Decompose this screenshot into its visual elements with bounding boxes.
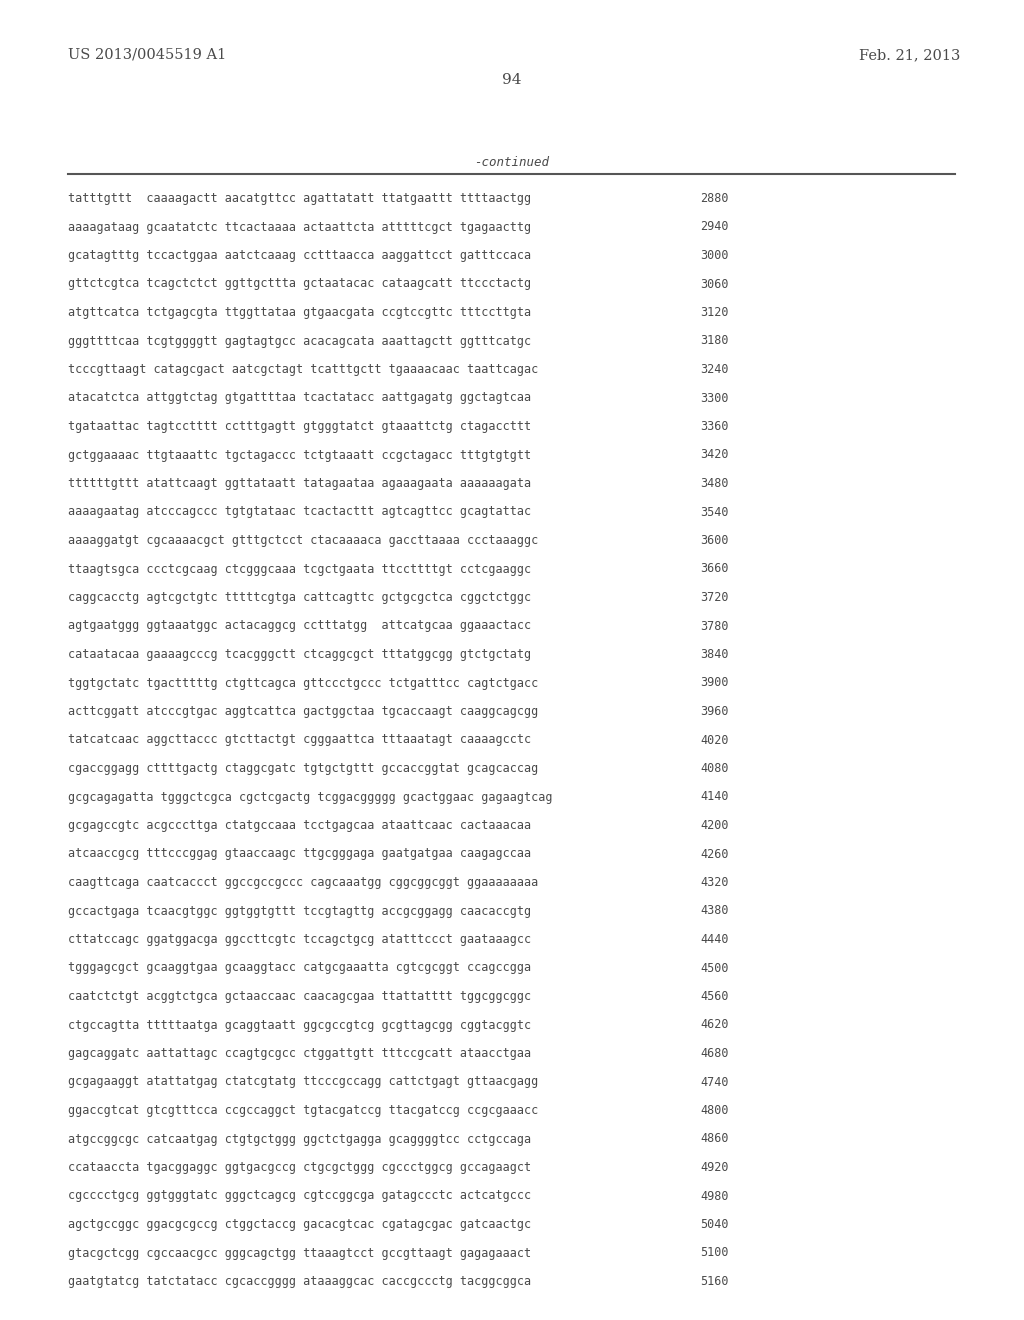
Text: 3660: 3660	[700, 562, 728, 576]
Text: 4860: 4860	[700, 1133, 728, 1146]
Text: aaaaggatgt cgcaaaacgct gtttgctcct ctacaaaaca gaccttaaaa ccctaaaggc: aaaaggatgt cgcaaaacgct gtttgctcct ctacaa…	[68, 535, 539, 546]
Text: gagcaggatc aattattagc ccagtgcgcc ctggattgtt tttccgcatt ataacctgaa: gagcaggatc aattattagc ccagtgcgcc ctggatt…	[68, 1047, 531, 1060]
Text: 3480: 3480	[700, 477, 728, 490]
Text: 3780: 3780	[700, 619, 728, 632]
Text: 3720: 3720	[700, 591, 728, 605]
Text: tatcatcaac aggcttaccc gtcttactgt cgggaattca tttaaatagt caaaagcctc: tatcatcaac aggcttaccc gtcttactgt cgggaat…	[68, 734, 531, 747]
Text: 4200: 4200	[700, 818, 728, 832]
Text: 4260: 4260	[700, 847, 728, 861]
Text: 4980: 4980	[700, 1189, 728, 1203]
Text: 94: 94	[502, 73, 522, 87]
Text: cttatccagc ggatggacga ggccttcgtc tccagctgcg atatttccct gaataaagcc: cttatccagc ggatggacga ggccttcgtc tccagct…	[68, 933, 531, 946]
Text: ggaccgtcat gtcgtttcca ccgccaggct tgtacgatccg ttacgatccg ccgcgaaacc: ggaccgtcat gtcgtttcca ccgccaggct tgtacga…	[68, 1104, 539, 1117]
Text: 3960: 3960	[700, 705, 728, 718]
Text: tgataattac tagtcctttt cctttgagtt gtgggtatct gtaaattctg ctagaccttt: tgataattac tagtcctttt cctttgagtt gtgggta…	[68, 420, 531, 433]
Text: caatctctgt acggtctgca gctaaccaac caacagcgaa ttattatttt tggcggcggc: caatctctgt acggtctgca gctaaccaac caacagc…	[68, 990, 531, 1003]
Text: 3540: 3540	[700, 506, 728, 519]
Text: gttctcgtca tcagctctct ggttgcttta gctaatacac cataagcatt ttccctactg: gttctcgtca tcagctctct ggttgcttta gctaata…	[68, 277, 531, 290]
Text: gcgcagagatta tgggctcgca cgctcgactg tcggacggggg gcactggaac gagaagtcag: gcgcagagatta tgggctcgca cgctcgactg tcgga…	[68, 791, 553, 804]
Text: tggtgctatc tgactttttg ctgttcagca gttccctgccc tctgatttcc cagtctgacc: tggtgctatc tgactttttg ctgttcagca gttccct…	[68, 676, 539, 689]
Text: aaaagaatag atcccagccc tgtgtataac tcactacttt agtcagttcc gcagtattac: aaaagaatag atcccagccc tgtgtataac tcactac…	[68, 506, 531, 519]
Text: 4620: 4620	[700, 1019, 728, 1031]
Text: atacatctca attggtctag gtgattttaa tcactatacc aattgagatg ggctagtcaa: atacatctca attggtctag gtgattttaa tcactat…	[68, 392, 531, 404]
Text: 4800: 4800	[700, 1104, 728, 1117]
Text: cataatacaa gaaaagcccg tcacgggctt ctcaggcgct tttatggcgg gtctgctatg: cataatacaa gaaaagcccg tcacgggctt ctcaggc…	[68, 648, 531, 661]
Text: gctggaaaac ttgtaaattc tgctagaccc tctgtaaatt ccgctagacc tttgtgtgtt: gctggaaaac ttgtaaattc tgctagaccc tctgtaa…	[68, 449, 531, 462]
Text: caagttcaga caatcaccct ggccgccgccc cagcaaatgg cggcggcggt ggaaaaaaaa: caagttcaga caatcaccct ggccgccgccc cagcaa…	[68, 876, 539, 888]
Text: 3240: 3240	[700, 363, 728, 376]
Text: 4140: 4140	[700, 791, 728, 804]
Text: agctgccggc ggacgcgccg ctggctaccg gacacgtcac cgatagcgac gatcaactgc: agctgccggc ggacgcgccg ctggctaccg gacacgt…	[68, 1218, 531, 1232]
Text: 4560: 4560	[700, 990, 728, 1003]
Text: 4500: 4500	[700, 961, 728, 974]
Text: 4680: 4680	[700, 1047, 728, 1060]
Text: atgttcatca tctgagcgta ttggttataa gtgaacgata ccgtccgttc tttccttgta: atgttcatca tctgagcgta ttggttataa gtgaacg…	[68, 306, 531, 319]
Text: 4080: 4080	[700, 762, 728, 775]
Text: US 2013/0045519 A1: US 2013/0045519 A1	[68, 48, 226, 62]
Text: 3060: 3060	[700, 277, 728, 290]
Text: tatttgttt  caaaagactt aacatgttcc agattatatt ttatgaattt ttttaactgg: tatttgttt caaaagactt aacatgttcc agattata…	[68, 191, 531, 205]
Text: 2880: 2880	[700, 191, 728, 205]
Text: 3120: 3120	[700, 306, 728, 319]
Text: 3600: 3600	[700, 535, 728, 546]
Text: ttttttgttt atattcaagt ggttataatt tatagaataa agaaagaata aaaaaagata: ttttttgttt atattcaagt ggttataatt tatagaa…	[68, 477, 531, 490]
Text: cgcccctgcg ggtgggtatc gggctcagcg cgtccggcga gatagccctc actcatgccc: cgcccctgcg ggtgggtatc gggctcagcg cgtccgg…	[68, 1189, 531, 1203]
Text: 4020: 4020	[700, 734, 728, 747]
Text: cgaccggagg cttttgactg ctaggcgatc tgtgctgttt gccaccggtat gcagcaccag: cgaccggagg cttttgactg ctaggcgatc tgtgctg…	[68, 762, 539, 775]
Text: 2940: 2940	[700, 220, 728, 234]
Text: acttcggatt atcccgtgac aggtcattca gactggctaa tgcaccaagt caaggcagcgg: acttcggatt atcccgtgac aggtcattca gactggc…	[68, 705, 539, 718]
Text: aaaagataag gcaatatctc ttcactaaaa actaattcta atttttcgct tgagaacttg: aaaagataag gcaatatctc ttcactaaaa actaatt…	[68, 220, 531, 234]
Text: 4740: 4740	[700, 1076, 728, 1089]
Text: ccataaccta tgacggaggc ggtgacgccg ctgcgctggg cgccctggcg gccagaagct: ccataaccta tgacggaggc ggtgacgccg ctgcgct…	[68, 1162, 531, 1173]
Text: 3300: 3300	[700, 392, 728, 404]
Text: gcgagccgtc acgcccttga ctatgccaaa tcctgagcaa ataattcaac cactaaacaa: gcgagccgtc acgcccttga ctatgccaaa tcctgag…	[68, 818, 531, 832]
Text: 4920: 4920	[700, 1162, 728, 1173]
Text: 3840: 3840	[700, 648, 728, 661]
Text: Feb. 21, 2013: Feb. 21, 2013	[859, 48, 961, 62]
Text: tgggagcgct gcaaggtgaa gcaaggtacc catgcgaaatta cgtcgcggt ccagccgga: tgggagcgct gcaaggtgaa gcaaggtacc catgcga…	[68, 961, 531, 974]
Text: 4440: 4440	[700, 933, 728, 946]
Text: 5040: 5040	[700, 1218, 728, 1232]
Text: 5100: 5100	[700, 1246, 728, 1259]
Text: gcgagaaggt atattatgag ctatcgtatg ttcccgccagg cattctgagt gttaacgagg: gcgagaaggt atattatgag ctatcgtatg ttcccgc…	[68, 1076, 539, 1089]
Text: gggttttcaa tcgtggggtt gagtagtgcc acacagcata aaattagctt ggtttcatgc: gggttttcaa tcgtggggtt gagtagtgcc acacagc…	[68, 334, 531, 347]
Text: 3180: 3180	[700, 334, 728, 347]
Text: tcccgttaagt catagcgact aatcgctagt tcatttgctt tgaaaacaac taattcagac: tcccgttaagt catagcgact aatcgctagt tcattt…	[68, 363, 539, 376]
Text: ttaagtsgca ccctcgcaag ctcgggcaaa tcgctgaata ttccttttgt cctcgaaggc: ttaagtsgca ccctcgcaag ctcgggcaaa tcgctga…	[68, 562, 531, 576]
Text: gccactgaga tcaacgtggc ggtggtgttt tccgtagttg accgcggagg caacaccgtg: gccactgaga tcaacgtggc ggtggtgttt tccgtag…	[68, 904, 531, 917]
Text: 5160: 5160	[700, 1275, 728, 1288]
Text: 4380: 4380	[700, 904, 728, 917]
Text: atcaaccgcg tttcccggag gtaaccaagc ttgcgggaga gaatgatgaa caagagccaa: atcaaccgcg tttcccggag gtaaccaagc ttgcggg…	[68, 847, 531, 861]
Text: gtacgctcgg cgccaacgcc gggcagctgg ttaaagtcct gccgttaagt gagagaaact: gtacgctcgg cgccaacgcc gggcagctgg ttaaagt…	[68, 1246, 531, 1259]
Text: caggcacctg agtcgctgtc tttttcgtga cattcagttc gctgcgctca cggctctggc: caggcacctg agtcgctgtc tttttcgtga cattcag…	[68, 591, 531, 605]
Text: atgccggcgc catcaatgag ctgtgctggg ggctctgagga gcaggggtcc cctgccaga: atgccggcgc catcaatgag ctgtgctggg ggctctg…	[68, 1133, 531, 1146]
Text: gcatagtttg tccactggaa aatctcaaag cctttaacca aaggattcct gatttccaca: gcatagtttg tccactggaa aatctcaaag cctttaa…	[68, 249, 531, 261]
Text: 3420: 3420	[700, 449, 728, 462]
Text: ctgccagtta tttttaatga gcaggtaatt ggcgccgtcg gcgttagcgg cggtacggtc: ctgccagtta tttttaatga gcaggtaatt ggcgccg…	[68, 1019, 531, 1031]
Text: gaatgtatcg tatctatacc cgcaccgggg ataaaggcac caccgccctg tacggcggca: gaatgtatcg tatctatacc cgcaccgggg ataaagg…	[68, 1275, 531, 1288]
Text: 3900: 3900	[700, 676, 728, 689]
Text: 3360: 3360	[700, 420, 728, 433]
Text: 3000: 3000	[700, 249, 728, 261]
Text: agtgaatggg ggtaaatggc actacaggcg cctttatgg  attcatgcaa ggaaactacc: agtgaatggg ggtaaatggc actacaggcg cctttat…	[68, 619, 531, 632]
Text: 4320: 4320	[700, 876, 728, 888]
Text: -continued: -continued	[474, 156, 550, 169]
